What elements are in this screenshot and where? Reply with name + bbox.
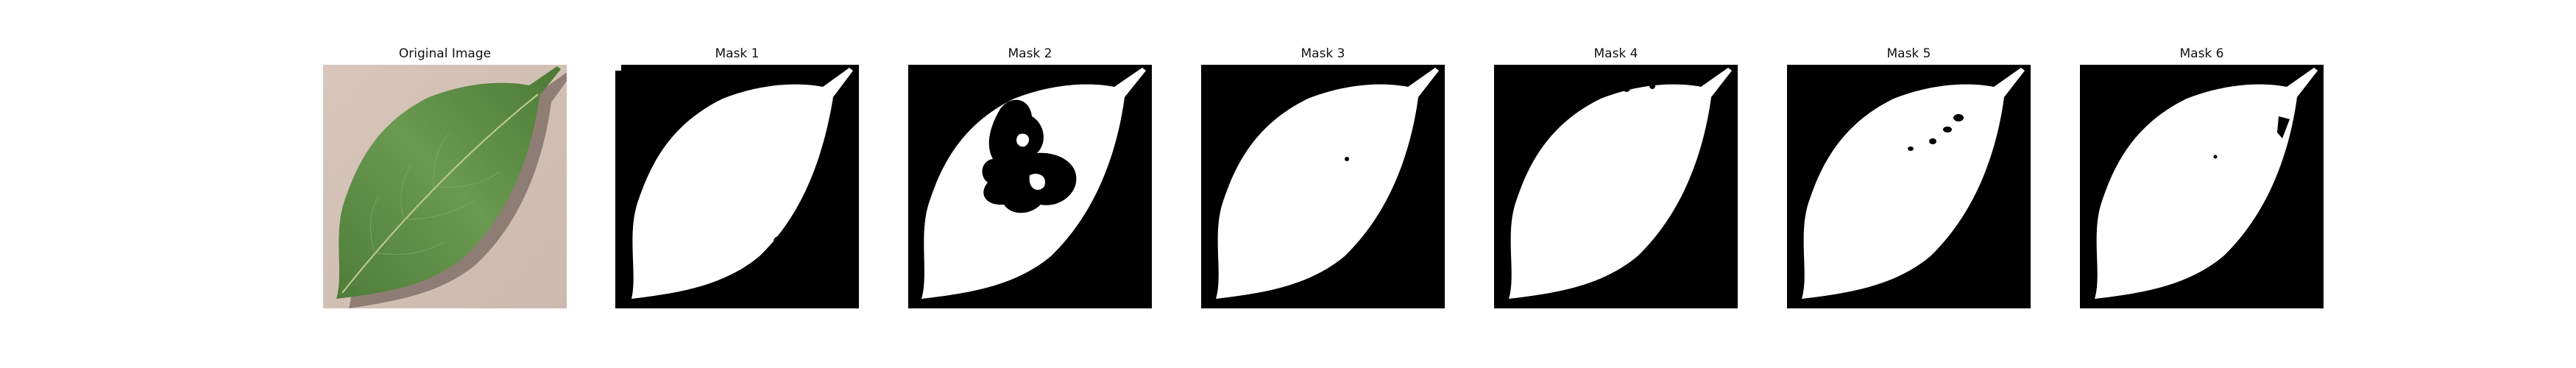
mask-image <box>1494 65 1738 308</box>
panel-title: Original Image <box>398 46 492 61</box>
panel-mask-1: Mask 1 <box>615 0 859 368</box>
panel-mask-6: Mask 6 <box>2080 0 2324 368</box>
mask-image <box>615 65 859 308</box>
mask-image <box>908 65 1152 308</box>
mask-image <box>1787 65 2031 308</box>
panel-mask-3: Mask 3 <box>1201 0 1445 368</box>
panel-title: Mask 3 <box>1301 46 1345 61</box>
mask-image <box>1201 65 1445 308</box>
panel-original-image: Original Image <box>323 0 567 368</box>
panel-title: Mask 4 <box>1593 46 1638 61</box>
panel-title: Mask 2 <box>1008 46 1052 61</box>
panel-mask-2: Mask 2 <box>908 0 1152 368</box>
panel-title: Mask 1 <box>715 46 760 61</box>
panel-title: Mask 5 <box>1886 46 1931 61</box>
panel-mask-4: Mask 4 <box>1494 0 1738 368</box>
mask-image <box>2080 65 2324 308</box>
panel-mask-5: Mask 5 <box>1787 0 2031 368</box>
panel-title: Mask 6 <box>2179 46 2224 61</box>
original-image <box>323 65 567 308</box>
